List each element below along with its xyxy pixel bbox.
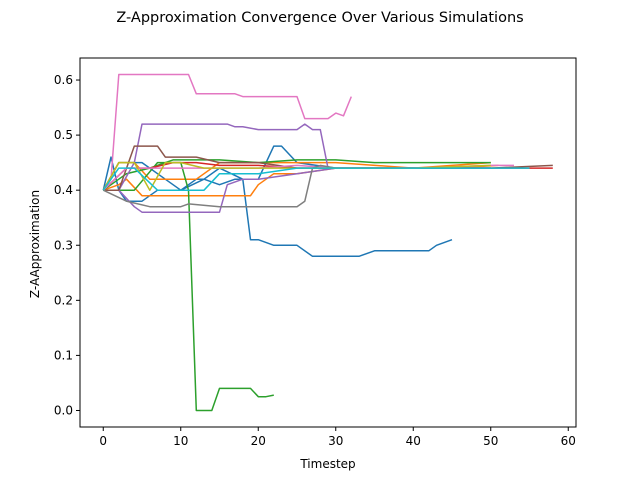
series-line-11	[102, 73, 352, 191]
y-tick-label: 0.2	[54, 293, 73, 307]
series-line-15	[102, 167, 530, 191]
y-tick-label: 0.0	[54, 403, 73, 417]
x-axis-label: Timestep	[299, 457, 355, 471]
x-tick-label: 30	[328, 434, 343, 448]
y-axis-ticks: 0.0 0.1 0.2 0.3 0.4 0.5 0.6	[54, 73, 80, 417]
series-line-8	[103, 123, 491, 191]
x-tick-label: 10	[173, 434, 188, 448]
x-axis-ticks: 0 10 20 30 40 50 60	[99, 427, 576, 448]
x-tick-label: 20	[251, 434, 266, 448]
x-tick-label: 60	[561, 434, 576, 448]
y-axis-label: Z-AApproximation	[28, 190, 42, 298]
series-line-9	[103, 167, 491, 213]
x-tick-label: 0	[99, 434, 107, 448]
plot-frame	[79, 57, 577, 428]
series-line-1	[102, 156, 453, 258]
series-line-5	[103, 161, 274, 412]
y-tick-label: 0.1	[54, 348, 73, 362]
series-line-3	[103, 164, 499, 197]
y-tick-label: 0.5	[54, 128, 73, 142]
series-line-6	[102, 159, 491, 191]
y-tick-label: 0.4	[54, 183, 73, 197]
x-tick-label: 50	[483, 434, 498, 448]
chart-title: Z-Approximation Convergence Over Various…	[116, 10, 523, 26]
y-tick-label: 0.3	[54, 238, 73, 252]
y-tick-label: 0.6	[54, 73, 73, 87]
series-line-13	[102, 164, 491, 208]
x-tick-label: 40	[406, 434, 421, 448]
plot-series	[102, 73, 553, 412]
